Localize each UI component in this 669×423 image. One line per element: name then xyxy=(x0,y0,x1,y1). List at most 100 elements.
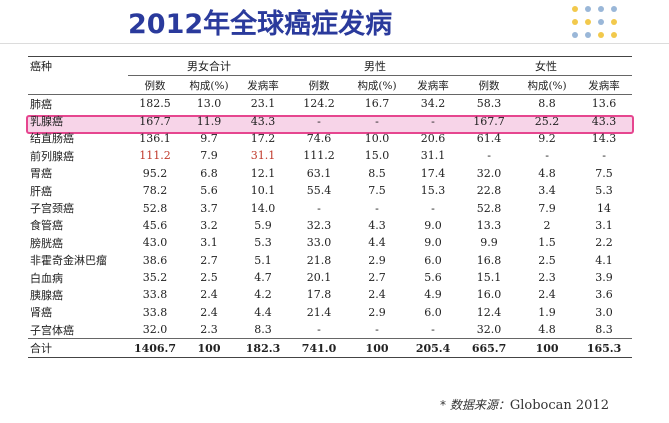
data-cell: 6.0 xyxy=(424,305,442,319)
data-cell: 6.8 xyxy=(200,166,218,180)
data-cell: 15.3 xyxy=(420,184,446,198)
title-divider xyxy=(0,43,669,44)
data-cell: 58.3 xyxy=(476,97,502,111)
data-cell: - xyxy=(487,149,491,163)
data-cell: 95.2 xyxy=(142,166,168,180)
table-row: 乳腺癌 167.7 11.9 43.3 - - - 167.7 25.2 43.3 xyxy=(28,112,632,129)
cancer-name: 合计 xyxy=(28,338,128,358)
data-cell: 14.3 xyxy=(591,131,617,145)
data-cell: 124.2 xyxy=(303,97,335,111)
data-cell: 6.0 xyxy=(424,253,442,267)
data-cell: 31.1 xyxy=(420,149,446,163)
subheader-cell: 发病率 xyxy=(576,75,633,95)
data-cell: 2.7 xyxy=(200,253,218,267)
data-cell: 23.1 xyxy=(250,97,276,111)
data-cell: 32.0 xyxy=(476,323,502,337)
data-cell: 8.3 xyxy=(254,323,272,337)
data-cell: 33.8 xyxy=(142,305,168,319)
table-row: 胃癌 95.2 6.8 12.1 63.1 8.5 17.4 32.0 4.8 7.5 xyxy=(28,165,632,182)
data-cell: - xyxy=(431,201,435,215)
data-cell: 52.8 xyxy=(476,201,502,215)
data-cell: 5.6 xyxy=(200,184,218,198)
cancer-name: 膀胱癌 xyxy=(30,236,63,250)
table-row: 子宫颈癌 52.8 3.7 14.0 - - - 52.8 7.9 14 xyxy=(28,199,632,216)
data-cell: 14.0 xyxy=(250,201,276,215)
cancer-name: 子宫颈癌 xyxy=(30,202,74,216)
subheader-cell: 构成(%) xyxy=(518,75,577,95)
data-cell: 15.0 xyxy=(364,149,390,163)
data-cell: 2.5 xyxy=(200,271,218,285)
cancer-name: 肝癌 xyxy=(30,184,52,198)
data-cell: 2.7 xyxy=(368,271,386,285)
data-cell: 136.1 xyxy=(139,131,171,145)
data-cell: 3.1 xyxy=(595,218,613,232)
table-row: 食管癌 45.6 3.2 5.9 32.3 4.3 9.0 13.3 2 3.1 xyxy=(28,217,632,234)
cancer-name: 乳腺癌 xyxy=(30,115,63,129)
decor-dot xyxy=(585,32,591,38)
data-cell: 2.2 xyxy=(595,236,613,250)
decor-dot xyxy=(585,6,591,12)
data-cell: 74.6 xyxy=(306,131,332,145)
data-cell: 16.7 xyxy=(364,97,390,111)
data-cell: 3.9 xyxy=(595,271,613,285)
data-cell: 10.1 xyxy=(250,184,276,198)
data-cell: 32.0 xyxy=(142,323,168,337)
data-cell: 14 xyxy=(597,201,612,215)
data-cell: 5.3 xyxy=(254,236,272,250)
data-cell: 8.5 xyxy=(368,166,386,180)
data-cell: 31.1 xyxy=(250,149,276,163)
data-cell: 32.3 xyxy=(306,218,332,232)
data-cell: 100 xyxy=(348,338,407,358)
data-cell: 78.2 xyxy=(142,184,168,198)
data-cell: 7.5 xyxy=(368,184,386,198)
data-cell: 100 xyxy=(518,338,577,358)
subheader-cell: 发病率 xyxy=(236,75,291,95)
subheader-cell: 构成(%) xyxy=(348,75,407,95)
data-cell: 2.4 xyxy=(200,305,218,319)
data-cell: 55.4 xyxy=(306,184,332,198)
data-cell: 9.2 xyxy=(538,131,556,145)
data-cell: 10.0 xyxy=(364,131,390,145)
table-row: 胰腺癌 33.8 2.4 4.2 17.8 2.4 4.9 16.0 2.4 3.6 xyxy=(28,286,632,303)
data-cell: 4.7 xyxy=(254,271,272,285)
data-cell: 1.9 xyxy=(538,305,556,319)
data-cell: 17.8 xyxy=(306,288,332,302)
data-cell: 3.6 xyxy=(595,288,613,302)
data-cell: 3.0 xyxy=(595,305,613,319)
data-cell: 20.6 xyxy=(420,131,446,145)
cancer-name: 白血病 xyxy=(30,271,63,285)
data-cell: 5.3 xyxy=(595,184,613,198)
data-cell: 165.3 xyxy=(576,338,633,358)
data-cell: 111.2 xyxy=(139,149,171,163)
data-cell: 21.8 xyxy=(306,253,332,267)
data-cell: 100 xyxy=(182,338,236,358)
data-cell: - xyxy=(545,149,549,163)
data-cell: - xyxy=(375,201,379,215)
source-label: * 数据来源： xyxy=(440,398,510,412)
data-cell: 16.0 xyxy=(476,288,502,302)
table-row: 肾癌 33.8 2.4 4.4 21.4 2.9 6.0 12.4 1.9 3.0 xyxy=(28,304,632,321)
data-cell: 2.3 xyxy=(538,271,556,285)
group-header-both: 男女合计 xyxy=(128,56,291,76)
corner-label: 癌种 xyxy=(28,56,128,76)
data-cell: 1.5 xyxy=(538,236,556,250)
data-cell: 665.7 xyxy=(460,338,519,358)
table-row: 非霍奇金淋巴瘤 38.6 2.7 5.1 21.8 2.9 6.0 16.8 2.5 4.1 xyxy=(28,252,632,269)
subheader-cell: 发病率 xyxy=(406,75,461,95)
data-cell: 43.3 xyxy=(250,114,276,128)
data-cell: 33.0 xyxy=(306,236,332,250)
data-cell: 2.4 xyxy=(368,288,386,302)
data-cell: 3.7 xyxy=(200,201,218,215)
data-cell: 38.6 xyxy=(142,253,168,267)
data-cell: 111.2 xyxy=(303,149,335,163)
data-cell: 4.8 xyxy=(538,166,556,180)
data-cell: 4.4 xyxy=(254,305,272,319)
data-cell: 4.9 xyxy=(424,288,442,302)
table-row: 结直肠癌 136.1 9.7 17.2 74.6 10.0 20.6 61.4 9.2 14.3 xyxy=(28,130,632,147)
subheader-row: 例数 构成(%) 发病率 例数 构成(%) 发病率 例数 构成(%) 发病率 xyxy=(28,75,633,95)
data-cell: 205.4 xyxy=(406,338,461,358)
data-cell: - xyxy=(375,323,379,337)
data-cell: - xyxy=(431,323,435,337)
total-row: 合计 1406.7 100 182.3 741.0 100 205.4 665.7 100 165… xyxy=(28,338,633,358)
source-value: Globocan 2012 xyxy=(509,398,609,413)
